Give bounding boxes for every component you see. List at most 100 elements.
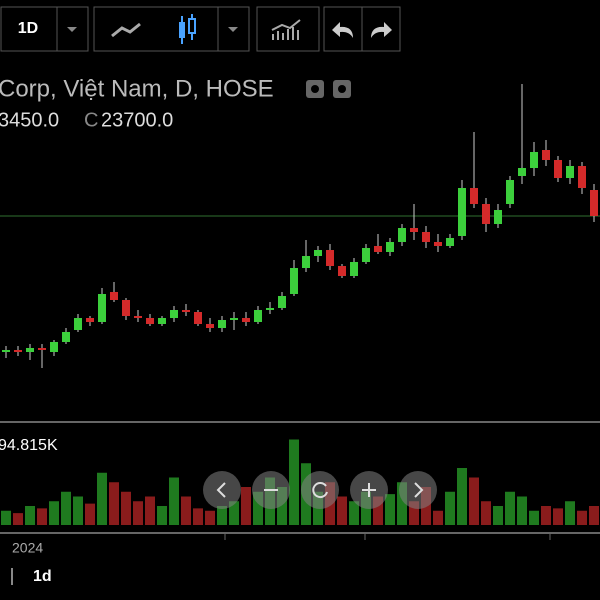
candle-body (254, 310, 262, 322)
candle-body (278, 296, 286, 308)
candle-body (194, 312, 202, 324)
candle-body (158, 318, 166, 324)
candle-body (2, 350, 10, 352)
volume-bar (49, 501, 59, 525)
volume-bar (553, 508, 563, 525)
redo-icon[interactable] (371, 22, 392, 38)
interval-button[interactable] (0, 6, 89, 52)
volume-bar (529, 510, 539, 525)
volume-bar (481, 501, 491, 525)
candle-icon[interactable] (179, 14, 196, 44)
candle-body (554, 160, 562, 178)
scroll-left-button[interactable] (203, 471, 241, 509)
volume-bar (337, 496, 347, 525)
candle-body (98, 294, 106, 322)
volume-bar (505, 491, 515, 525)
volume-bar (13, 513, 23, 525)
volume-bar (541, 506, 551, 525)
volume-bar (349, 501, 359, 525)
volume-bar (397, 482, 407, 525)
volume-bar (217, 506, 227, 525)
indicator-button[interactable] (256, 6, 320, 52)
candle-body (26, 348, 34, 352)
close-value: 23700.0 (101, 109, 173, 131)
volume-bar (517, 496, 527, 525)
volume-bar (85, 503, 95, 525)
volume-bar (169, 477, 179, 525)
undo-icon[interactable] (332, 22, 353, 38)
left-icon (216, 482, 226, 498)
reset-icon (312, 482, 328, 499)
candle-body (470, 188, 478, 204)
candle-body (362, 248, 370, 262)
volume-bar (109, 482, 119, 525)
close-prefix: C (84, 109, 98, 131)
navigation-overlay (203, 471, 437, 509)
x-tick-label: 2024 (12, 540, 43, 556)
candle-body (14, 350, 22, 352)
candle-body (290, 268, 298, 294)
candle-body (374, 246, 382, 252)
line-chart-icon[interactable] (111, 22, 141, 38)
candle-body (446, 238, 454, 246)
open-value: 3450.0 (0, 109, 59, 131)
volume-bar (433, 510, 443, 525)
volume-bar (25, 506, 35, 525)
volume-bar (493, 506, 503, 525)
candle-body (326, 250, 334, 266)
interval[interactable]: 1D (18, 20, 38, 37)
dropdown-arrow[interactable] (67, 27, 77, 32)
volume-bar (145, 496, 155, 525)
footer-interval[interactable]: 1d (33, 568, 52, 585)
volume-bar (577, 510, 587, 525)
candle-body (590, 190, 598, 216)
candle-body (182, 310, 190, 312)
volume-bar (121, 491, 131, 525)
volume-bar (253, 491, 263, 525)
volume-bar (469, 477, 479, 525)
candle-body (62, 332, 70, 342)
volume-bar (289, 439, 299, 525)
settings-icon-hole (338, 85, 346, 93)
candle-body (50, 342, 58, 352)
candle-body (314, 250, 322, 256)
volume-bar (97, 472, 107, 525)
candle-body (566, 166, 574, 178)
scroll-right-button[interactable] (399, 471, 437, 509)
volume-bar (385, 494, 395, 525)
volume-bar (445, 491, 455, 525)
candle-body (230, 318, 238, 320)
candle-body (494, 210, 502, 224)
candle-body (506, 180, 514, 204)
candle-body (350, 262, 358, 276)
candle-body (218, 320, 226, 328)
candle-body (110, 292, 118, 300)
volume-bar (457, 468, 467, 525)
candle-body (122, 300, 130, 316)
volume-bar (73, 496, 83, 525)
chart-type-group (93, 6, 250, 52)
volume-bar (193, 508, 203, 525)
candle-body (386, 242, 394, 252)
candle-body (74, 318, 82, 330)
candle-body (38, 348, 46, 350)
dropdown-arrow[interactable] (228, 27, 238, 32)
chart-title: Corp, Việt Nam, D, HOSE (0, 75, 274, 102)
eye-icon-pupil (311, 85, 319, 93)
candle-body (398, 228, 406, 242)
candle-body (578, 166, 586, 188)
volume-bar (277, 487, 287, 525)
candle-body (482, 204, 490, 224)
candle-body (422, 232, 430, 242)
volume-value: 94.815K (0, 437, 58, 454)
reset-button[interactable] (301, 471, 339, 509)
indicator-icon[interactable] (271, 19, 301, 40)
candle-body (134, 316, 142, 318)
volume-bar (133, 501, 143, 525)
candle-body (410, 228, 418, 232)
candle-body (458, 188, 466, 236)
toolbar: 1D (0, 6, 401, 52)
volume-bar (565, 501, 575, 525)
